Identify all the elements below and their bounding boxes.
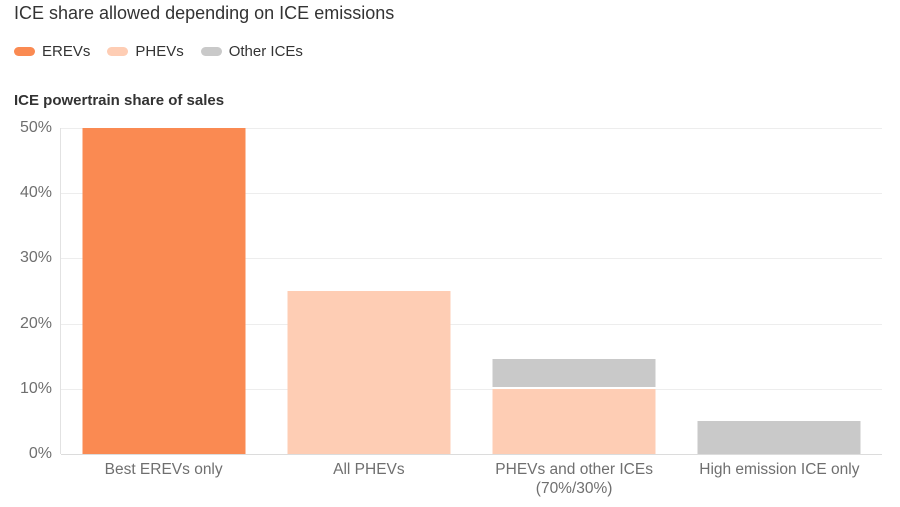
- plot-area: [60, 128, 882, 455]
- y-tick-label-40%: 40%: [19, 184, 52, 202]
- y-axis-line: [60, 128, 61, 454]
- x-axis-label-3: PHEVs and other ICEs (70%/30%): [495, 461, 653, 497]
- gridline-20%: [61, 323, 882, 325]
- bar-segment-erevs: [82, 128, 246, 454]
- gridline-0%: [61, 454, 882, 455]
- x-axis-label-2: All PHEVs: [333, 461, 405, 478]
- legend-label: Other ICEs: [228, 43, 303, 60]
- y-tick-label-20%: 20%: [19, 314, 52, 332]
- bar-1: [82, 128, 246, 454]
- y-tick-label-50%: 50%: [19, 119, 52, 136]
- y-tick-label-30%: 30%: [19, 249, 52, 267]
- legend-swatch-icon: [14, 47, 35, 56]
- bar-3: [492, 128, 656, 454]
- legend-swatch-icon: [200, 47, 222, 56]
- bar-segment-phevs: [287, 291, 451, 454]
- y-axis-title: ICE powertrain share of sales: [14, 92, 225, 109]
- gridline-50%: [61, 128, 882, 129]
- column-2: [266, 128, 471, 454]
- y-tick-label-10%: 10%: [19, 379, 52, 397]
- bar-segment-other-ices: [492, 358, 656, 387]
- gridline-30%: [61, 258, 882, 260]
- column-1: [61, 128, 266, 454]
- x-axis-labels: Best EREVs only All PHEVs PHEVs and other …: [61, 460, 882, 498]
- legend-item-phevs: PHEVs: [107, 43, 184, 60]
- column-4: [677, 128, 882, 454]
- x-axis-label-4: High emission ICE only: [699, 461, 860, 478]
- bar-2: [287, 128, 451, 454]
- gridline-40%: [61, 193, 882, 195]
- legend: EREVs PHEVs Other ICEs: [14, 43, 303, 60]
- legend-label: PHEVs: [135, 43, 184, 60]
- bar-4: [697, 128, 861, 454]
- x-axis-label-1: Best EREVs only: [104, 461, 223, 478]
- legend-label: EREVs: [42, 43, 91, 60]
- gridline-10%: [61, 388, 882, 390]
- bar-segment-other-ices: [697, 421, 861, 454]
- bar-segment-phevs: [492, 388, 656, 454]
- legend-swatch-icon: [107, 47, 129, 56]
- column-3: [472, 128, 677, 454]
- y-tick-label-0%: 0%: [28, 445, 52, 462]
- legend-item-other-ices: Other ICEs: [200, 43, 303, 60]
- legend-item-erevs: EREVs: [14, 43, 90, 60]
- chart-title: ICE share allowed depending on ICE emiss…: [14, 3, 395, 23]
